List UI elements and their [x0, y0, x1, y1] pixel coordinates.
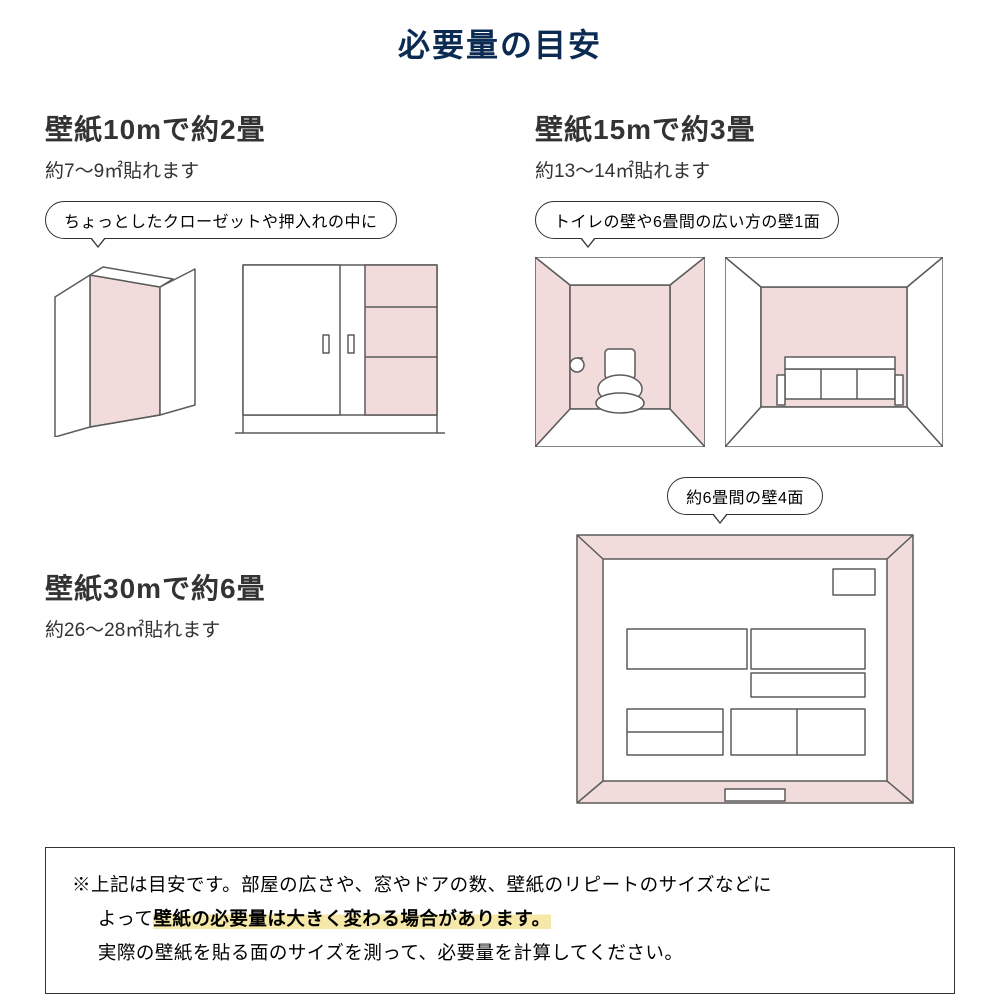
cabinet-illustration: [235, 257, 445, 437]
info-grid: 壁紙10mで約2畳 約7〜9㎡貼れます ちょっとしたクローゼットや押入れの中に: [45, 108, 955, 813]
heading-30m: 壁紙30mで約6畳: [45, 567, 465, 607]
sub-10m: 約7〜9㎡貼れます: [45, 156, 465, 183]
sub-30m: 約26〜28㎡貼れます: [45, 615, 465, 642]
bubble-10m: ちょっとしたクローゼットや押入れの中に: [45, 201, 397, 239]
note-highlight: 壁紙の必要量は大きく変わる場合があります。: [153, 908, 550, 929]
section-30m-illus: 約6畳間の壁4面: [535, 477, 955, 813]
section-15m: 壁紙15mで約3畳 約13〜14㎡貼れます トイレの壁や6畳間の広い方の壁1面: [535, 108, 955, 447]
bubble-15m: トイレの壁や6畳間の広い方の壁1面: [535, 201, 839, 239]
toilet-room-illustration: [535, 257, 705, 447]
bubble-30m: 約6畳間の壁4面: [667, 477, 823, 515]
living-wall-illustration: [725, 257, 943, 447]
sub-15m: 約13〜14㎡貼れます: [535, 156, 955, 183]
section-10m: 壁紙10mで約2畳 約7〜9㎡貼れます ちょっとしたクローゼットや押入れの中に: [45, 108, 465, 447]
heading-15m: 壁紙15mで約3畳: [535, 108, 955, 148]
illus-15m: [535, 257, 955, 447]
note-line-2: よって壁紙の必要量は大きく変わる場合があります。: [72, 902, 928, 936]
heading-10m: 壁紙10mで約2畳: [45, 108, 465, 148]
section-30m-text: 壁紙30mで約6畳 約26〜28㎡貼れます: [45, 477, 465, 813]
note-line-2a: よって: [98, 908, 154, 929]
closet-illustration: [45, 257, 215, 437]
note-box: ※上記は目安です。部屋の広さや、窓やドアの数、壁紙のリピートのサイズなどに よっ…: [45, 847, 955, 994]
illus-10m: [45, 257, 465, 437]
note-line-1: ※上記は目安です。部屋の広さや、窓やドアの数、壁紙のリピートのサイズなどに: [72, 868, 928, 902]
page-title: 必要量の目安: [45, 20, 955, 66]
room-plan-illustration: [575, 533, 915, 813]
note-line-3: 実際の壁紙を貼る面のサイズを測って、必要量を計算してください。: [72, 936, 928, 970]
